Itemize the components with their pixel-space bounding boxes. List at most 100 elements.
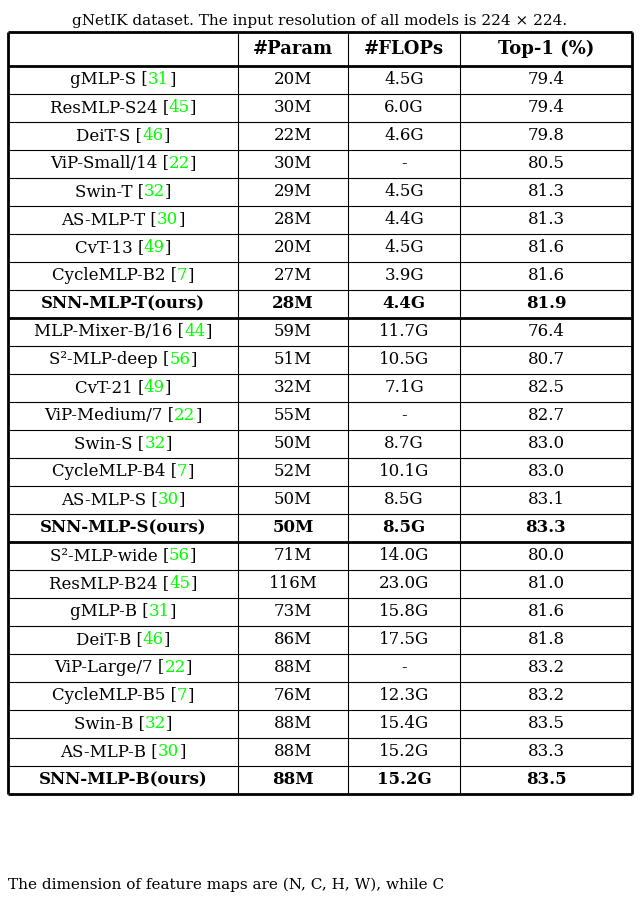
Text: The dimension of feature maps are (N, C, H, W), while C: The dimension of feature maps are (N, C,… [8, 877, 444, 892]
Text: ]: ] [190, 156, 196, 173]
Text: 29M: 29M [274, 184, 312, 200]
Text: ]: ] [191, 351, 197, 369]
Text: -: - [401, 408, 407, 424]
Text: 55M: 55M [274, 408, 312, 424]
Text: 81.6: 81.6 [527, 603, 564, 621]
Text: 4.6G: 4.6G [384, 127, 424, 145]
Text: 80.5: 80.5 [527, 156, 564, 173]
Text: 30: 30 [158, 743, 179, 761]
Text: 86M: 86M [274, 632, 312, 649]
Text: gNetIK dataset. The input resolution of all models is 224 × 224.: gNetIK dataset. The input resolution of … [72, 14, 568, 28]
Text: 52M: 52M [274, 463, 312, 480]
Text: ]: ] [190, 99, 196, 116]
Text: 83.1: 83.1 [527, 491, 564, 509]
Text: 81.6: 81.6 [527, 239, 564, 257]
Text: AS-MLP-T [: AS-MLP-T [ [61, 211, 157, 228]
Text: 79.4: 79.4 [527, 72, 564, 88]
Text: 81.6: 81.6 [527, 268, 564, 285]
Text: SNN-MLP-S(ours): SNN-MLP-S(ours) [40, 520, 206, 537]
Text: 83.0: 83.0 [527, 436, 564, 452]
Text: 4.5G: 4.5G [384, 239, 424, 257]
Text: CvT-21 [: CvT-21 [ [75, 379, 144, 397]
Text: 28M: 28M [274, 211, 312, 228]
Text: ResMLP-S24 [: ResMLP-S24 [ [50, 99, 169, 116]
Text: 83.3: 83.3 [527, 743, 564, 761]
Text: ]: ] [165, 184, 172, 200]
Text: ]: ] [205, 323, 212, 340]
Text: 83.3: 83.3 [525, 520, 566, 537]
Text: 88M: 88M [274, 660, 312, 676]
Text: SNN-MLP-T(ours): SNN-MLP-T(ours) [41, 296, 205, 312]
Text: ]: ] [195, 408, 202, 424]
Text: 10.1G: 10.1G [379, 463, 429, 480]
Text: ]: ] [166, 715, 172, 733]
Text: -: - [401, 660, 407, 676]
Text: S²-MLP-wide [: S²-MLP-wide [ [50, 548, 169, 564]
Text: 80.7: 80.7 [527, 351, 564, 369]
Text: ]: ] [163, 127, 170, 145]
Text: ResMLP-B24 [: ResMLP-B24 [ [49, 575, 170, 592]
Text: AS-MLP-B [: AS-MLP-B [ [60, 743, 158, 761]
Text: 22: 22 [164, 660, 186, 676]
Text: 7: 7 [177, 268, 188, 285]
Text: 20M: 20M [274, 239, 312, 257]
Text: SNN-MLP-B(ours): SNN-MLP-B(ours) [38, 772, 207, 788]
Text: ]: ] [191, 575, 197, 592]
Text: 7.1G: 7.1G [384, 379, 424, 397]
Text: 59M: 59M [274, 323, 312, 340]
Text: ]: ] [165, 239, 172, 257]
Text: CycleMLP-B5 [: CycleMLP-B5 [ [52, 687, 177, 704]
Text: 50M: 50M [274, 436, 312, 452]
Text: 3.9G: 3.9G [384, 268, 424, 285]
Text: ]: ] [179, 491, 185, 509]
Text: 83.2: 83.2 [527, 687, 564, 704]
Text: DeiT-S [: DeiT-S [ [76, 127, 142, 145]
Text: gMLP-S [: gMLP-S [ [70, 72, 148, 88]
Text: 82.7: 82.7 [527, 408, 564, 424]
Text: 4.4G: 4.4G [383, 296, 426, 312]
Text: 10.5G: 10.5G [379, 351, 429, 369]
Text: DeiT-B [: DeiT-B [ [76, 632, 143, 649]
Text: 32: 32 [144, 436, 166, 452]
Text: 30M: 30M [274, 156, 312, 173]
Text: 46: 46 [142, 127, 163, 145]
Text: 83.5: 83.5 [525, 772, 566, 788]
Text: 15.2G: 15.2G [379, 743, 429, 761]
Text: ]: ] [190, 548, 196, 564]
Text: ViP-Large/7 [: ViP-Large/7 [ [54, 660, 164, 676]
Text: ]: ] [188, 687, 194, 704]
Text: 51M: 51M [274, 351, 312, 369]
Text: 22: 22 [174, 408, 195, 424]
Text: 80.0: 80.0 [527, 548, 564, 564]
Text: 8.5G: 8.5G [382, 520, 426, 537]
Text: 46: 46 [143, 632, 164, 649]
Text: ]: ] [170, 603, 176, 621]
Text: 81.0: 81.0 [527, 575, 564, 592]
Text: 20M: 20M [274, 72, 312, 88]
Text: 7: 7 [177, 463, 188, 480]
Text: 56: 56 [169, 548, 190, 564]
Text: 8.7G: 8.7G [384, 436, 424, 452]
Text: 14.0G: 14.0G [379, 548, 429, 564]
Text: #FLOPs: #FLOPs [364, 40, 444, 58]
Text: 22: 22 [169, 156, 190, 173]
Text: ]: ] [166, 436, 172, 452]
Text: 4.4G: 4.4G [384, 211, 424, 228]
Text: -: - [401, 156, 407, 173]
Text: 30: 30 [157, 491, 179, 509]
Text: 83.0: 83.0 [527, 463, 564, 480]
Text: 50M: 50M [272, 520, 314, 537]
Text: 56: 56 [170, 351, 191, 369]
Text: 81.3: 81.3 [527, 211, 564, 228]
Text: Swin-T [: Swin-T [ [75, 184, 144, 200]
Text: 81.9: 81.9 [525, 296, 566, 312]
Text: AS-MLP-S [: AS-MLP-S [ [61, 491, 157, 509]
Text: S²-MLP-deep [: S²-MLP-deep [ [49, 351, 170, 369]
Text: ]: ] [186, 660, 192, 676]
Text: 81.3: 81.3 [527, 184, 564, 200]
Text: 15.2G: 15.2G [376, 772, 431, 788]
Text: gMLP-B [: gMLP-B [ [70, 603, 148, 621]
Text: ]: ] [170, 72, 176, 88]
Text: 116M: 116M [269, 575, 317, 592]
Text: 73M: 73M [274, 603, 312, 621]
